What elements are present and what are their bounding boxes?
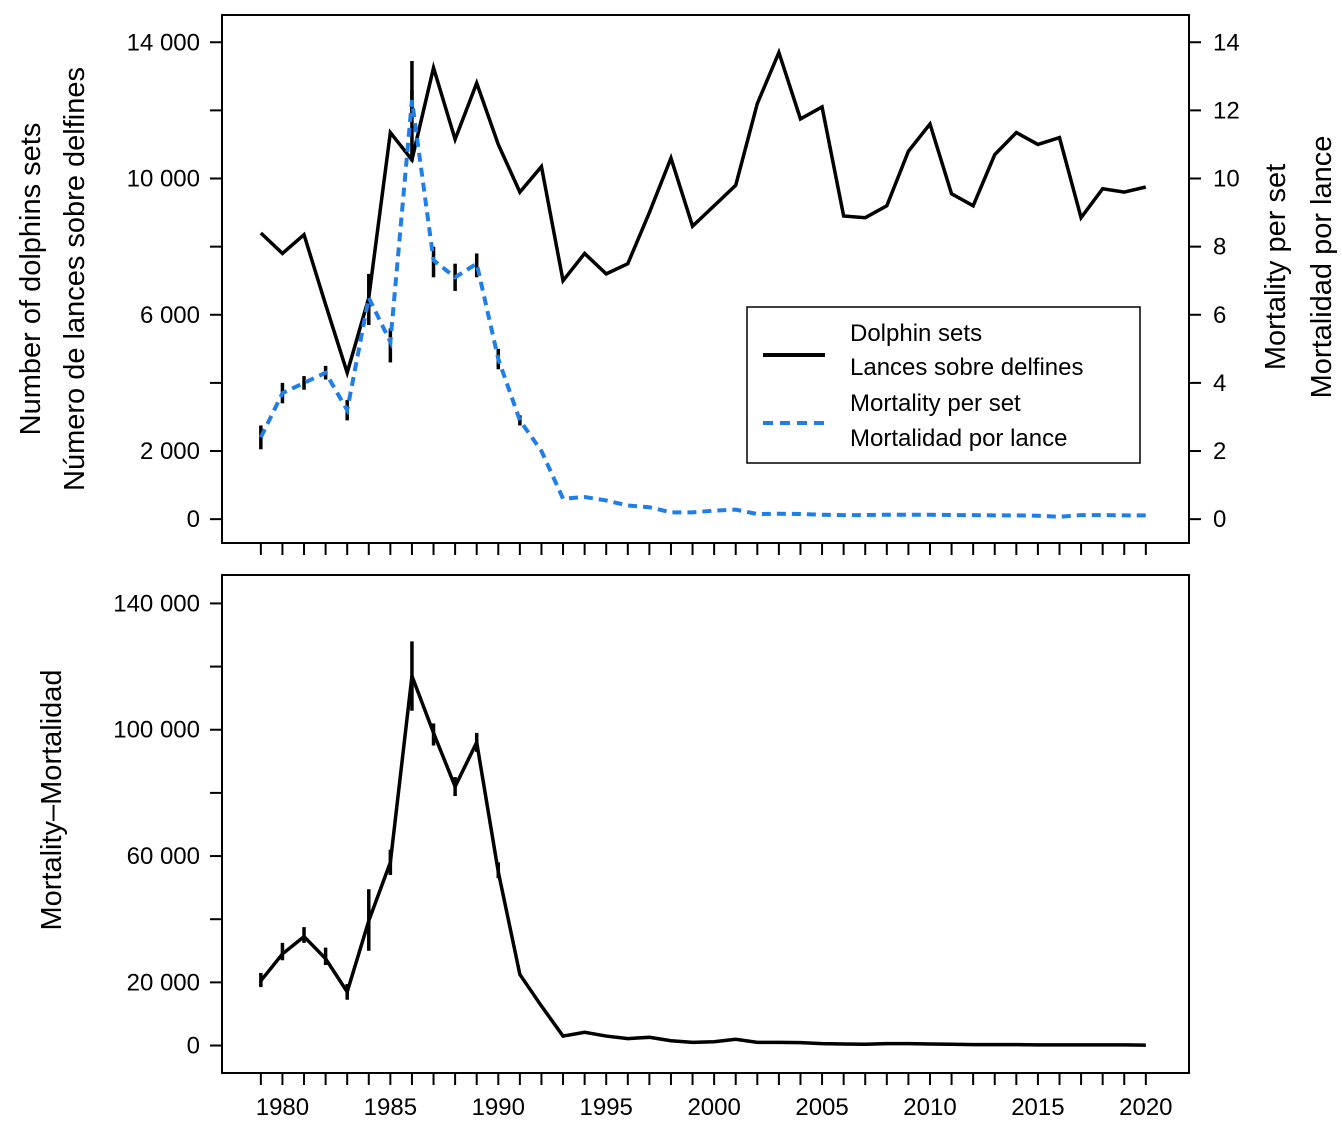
bottom-x-tick-label: 2020 [1119,1094,1172,1121]
top-right-y-tick-label: 10 [1213,166,1240,193]
right-axis-title-es: Mortalidad por lance [1306,136,1338,399]
top-left-y-tick-label: 10 000 [127,166,200,193]
top-right-y-tick-label: 8 [1213,234,1226,261]
bottom-y-tick-label: 0 [187,1033,200,1060]
bottom-x-tick-label: 1990 [472,1094,525,1121]
bottom-x-tick-label: 1995 [580,1094,633,1121]
bottom-y-tick-label: 100 000 [113,717,200,744]
bottom-series [259,641,1146,1047]
left-axis-title-en: Number of dolphins sets [15,123,47,436]
legend-box [746,306,1141,464]
bottom-y-tick-label: 140 000 [113,590,200,617]
top-right-y-tick-label: 6 [1213,302,1226,329]
top-right-y-tick-label: 14 [1213,29,1240,56]
bottom-x-tick-label: 2000 [687,1094,740,1121]
mortality-per-set-line [259,99,1146,519]
top-panel: 0 2 000 6 000 10 000 14 000 0 2 4 6 8 10 12 14 Numbe… [15,14,1338,555]
dolphin-sets-line [259,47,1147,379]
top-series [259,47,1147,519]
top-right-y-tick-label: 4 [1213,370,1226,397]
top-axes: 0 2 000 6 000 10 000 14 000 0 2 4 6 8 10 12 14 [127,29,1240,555]
bottom-axes: 0 20 000 60 000 100 000 140 000 1980 1985 1990 1… [113,590,1172,1121]
bottom-y-tick-label: 60 000 [127,843,200,870]
bottom-axis-title: Mortality–Mortalidad [36,669,68,930]
bottom-x-tick-label: 2015 [1011,1094,1064,1121]
bottom-x-tick-label: 2010 [903,1094,956,1121]
top-right-y-tick-label: 0 [1213,506,1226,533]
legend-label-dolphin-sets: Dolphin sets [850,320,982,347]
legend-label-mortality-per-set: Mortality per set [850,390,1021,417]
top-left-y-tick-label: 14 000 [127,29,200,56]
top-right-y-tick-label: 12 [1213,97,1240,124]
legend-label-mortalidad-por-lance: Mortalidad por lance [850,425,1067,452]
top-left-y-tick-label: 2 000 [140,438,200,465]
bottom-x-tick-label: 1980 [256,1094,309,1121]
bottom-plot-frame [221,574,1190,1074]
legend-label-lances-sobre-delfines: Lances sobre delfines [850,354,1083,381]
mortality-line [259,675,1146,1047]
top-left-y-tick-label: 0 [187,506,200,533]
top-right-y-tick-label: 2 [1213,438,1226,465]
bottom-x-tick-label: 1985 [364,1094,417,1121]
bottom-panel: 0 20 000 60 000 100 000 140 000 1980 1985 1990 1… [36,574,1190,1121]
right-axis-title-en: Mortality per set [1260,164,1292,370]
bottom-y-tick-label: 20 000 [127,969,200,996]
top-plot-frame [221,14,1190,544]
bottom-x-tick-label: 2005 [795,1094,848,1121]
top-left-y-tick-label: 6 000 [140,302,200,329]
left-axis-title-es: Número de lances sobre delfines [59,67,91,491]
legend: Dolphin sets Lances sobre delfines Morta… [746,306,1141,464]
